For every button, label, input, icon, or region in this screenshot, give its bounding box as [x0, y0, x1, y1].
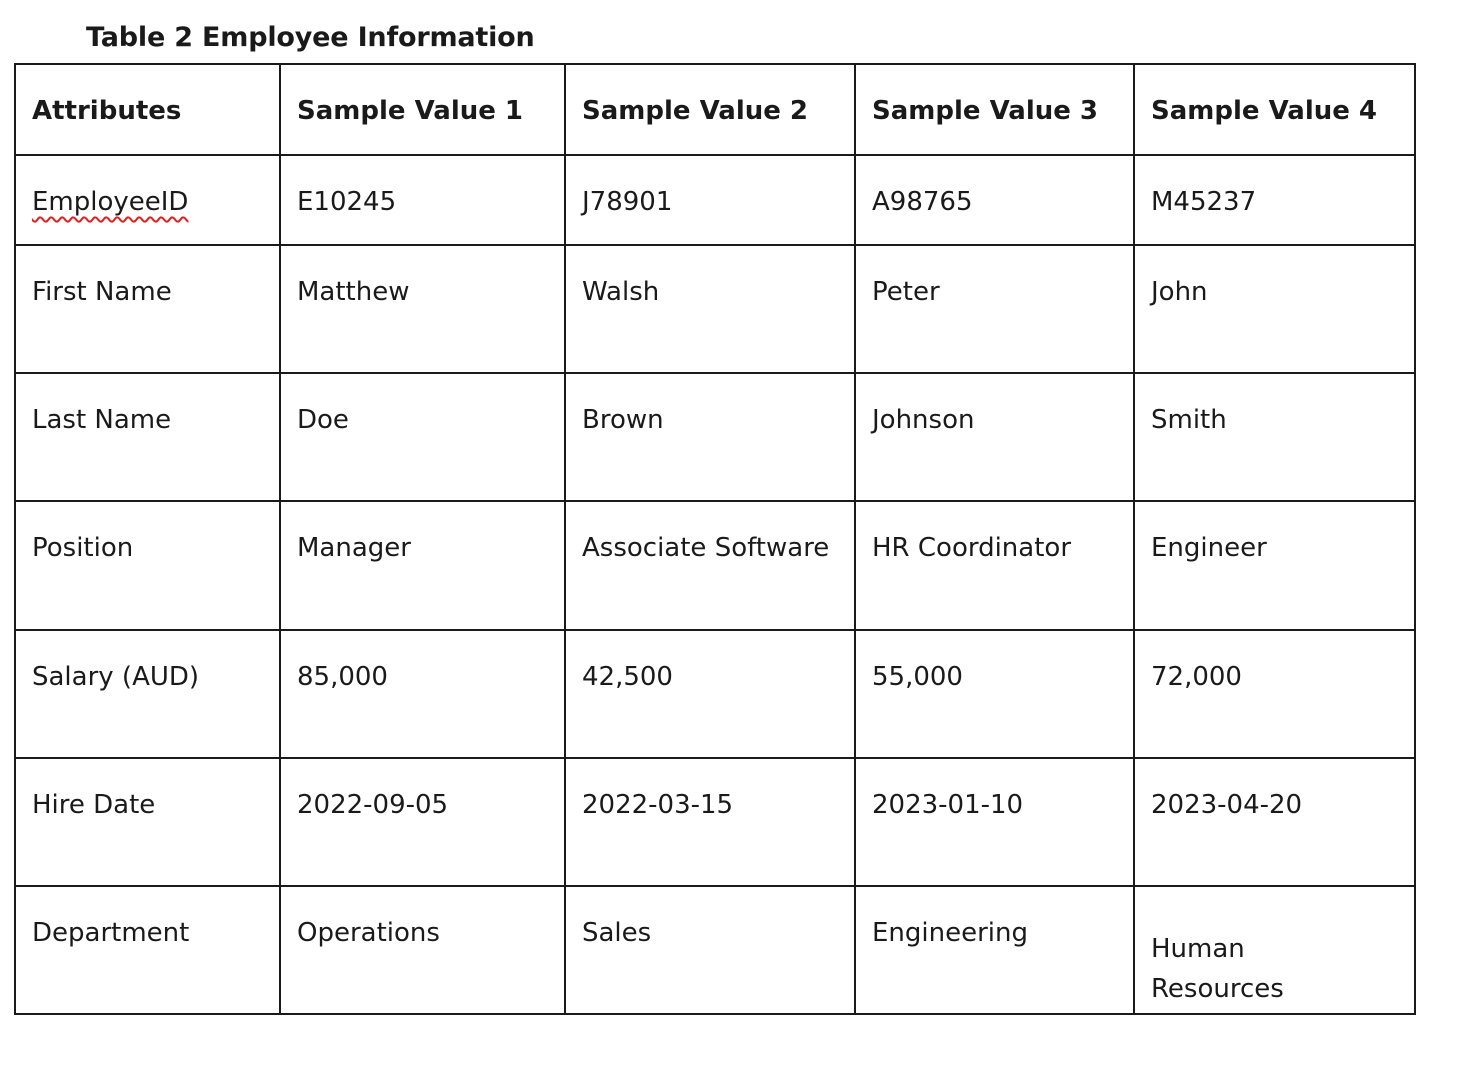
table-cell: Smith — [1133, 372, 1416, 503]
table-cell: J78901 — [564, 154, 856, 247]
table-cell: 55,000 — [854, 628, 1135, 759]
table-cell: Operations — [279, 884, 566, 1016]
row-label: Department — [14, 884, 281, 1016]
row-label: Salary (AUD) — [14, 628, 281, 759]
table-cell: Associate Software — [564, 500, 856, 631]
table-cell: 2023-01-10 — [854, 756, 1135, 887]
header-cell-sample-value-4: Sample Value 4 — [1133, 62, 1416, 157]
header-cell-attributes: Attributes — [14, 62, 281, 157]
table-caption: Table 2 Employee Information — [86, 22, 535, 53]
row-label: Position — [14, 500, 281, 631]
table-cell: 2023-04-20 — [1133, 756, 1416, 887]
table-cell: A98765 — [854, 154, 1135, 247]
table-row-last-name: Last Name Doe Brown Johnson Smith — [14, 372, 1416, 503]
table-cell: Brown — [564, 372, 856, 503]
table-row-salary: Salary (AUD) 85,000 42,500 55,000 72,000 — [14, 628, 1416, 759]
row-label: EmployeeID — [14, 154, 281, 247]
table-cell: 2022-03-15 — [564, 756, 856, 887]
row-label: Last Name — [14, 372, 281, 503]
row-label: First Name — [14, 244, 281, 375]
table-cell: Matthew — [279, 244, 566, 375]
header-cell-sample-value-3: Sample Value 3 — [854, 62, 1135, 157]
table-cell: 42,500 — [564, 628, 856, 759]
table-row-hire-date: Hire Date 2022-09-05 2022-03-15 2023-01-… — [14, 756, 1416, 887]
spellcheck-flagged-text: EmployeeID — [32, 187, 189, 218]
table-cell: M45237 — [1133, 154, 1416, 247]
row-label: Hire Date — [14, 756, 281, 887]
table-cell: Peter — [854, 244, 1135, 375]
table-cell: Doe — [279, 372, 566, 503]
header-cell-sample-value-1: Sample Value 1 — [279, 62, 566, 157]
employee-table: Attributes Sample Value 1 Sample Value 2… — [14, 62, 1416, 1016]
table-cell: John — [1133, 244, 1416, 375]
table-cell: Human Resources — [1133, 884, 1416, 1016]
table-cell: Engineering — [854, 884, 1135, 1016]
header-cell-sample-value-2: Sample Value 2 — [564, 62, 856, 157]
table-cell: Sales — [564, 884, 856, 1016]
table-cell: Engineer — [1133, 500, 1416, 631]
table-header-row: Attributes Sample Value 1 Sample Value 2… — [14, 62, 1416, 157]
table-row-position: Position Manager Associate Software HR C… — [14, 500, 1416, 631]
table-cell: Manager — [279, 500, 566, 631]
table-cell: 2022-09-05 — [279, 756, 566, 887]
table-row-employee-id: EmployeeID E10245 J78901 A98765 M45237 — [14, 154, 1416, 247]
table-cell: Walsh — [564, 244, 856, 375]
table-row-department: Department Operations Sales Engineering … — [14, 884, 1416, 1016]
table-cell: 85,000 — [279, 628, 566, 759]
table-row-first-name: First Name Matthew Walsh Peter John — [14, 244, 1416, 375]
table-cell: E10245 — [279, 154, 566, 247]
table-cell: Johnson — [854, 372, 1135, 503]
table-cell: HR Coordinator — [854, 500, 1135, 631]
table-cell: 72,000 — [1133, 628, 1416, 759]
